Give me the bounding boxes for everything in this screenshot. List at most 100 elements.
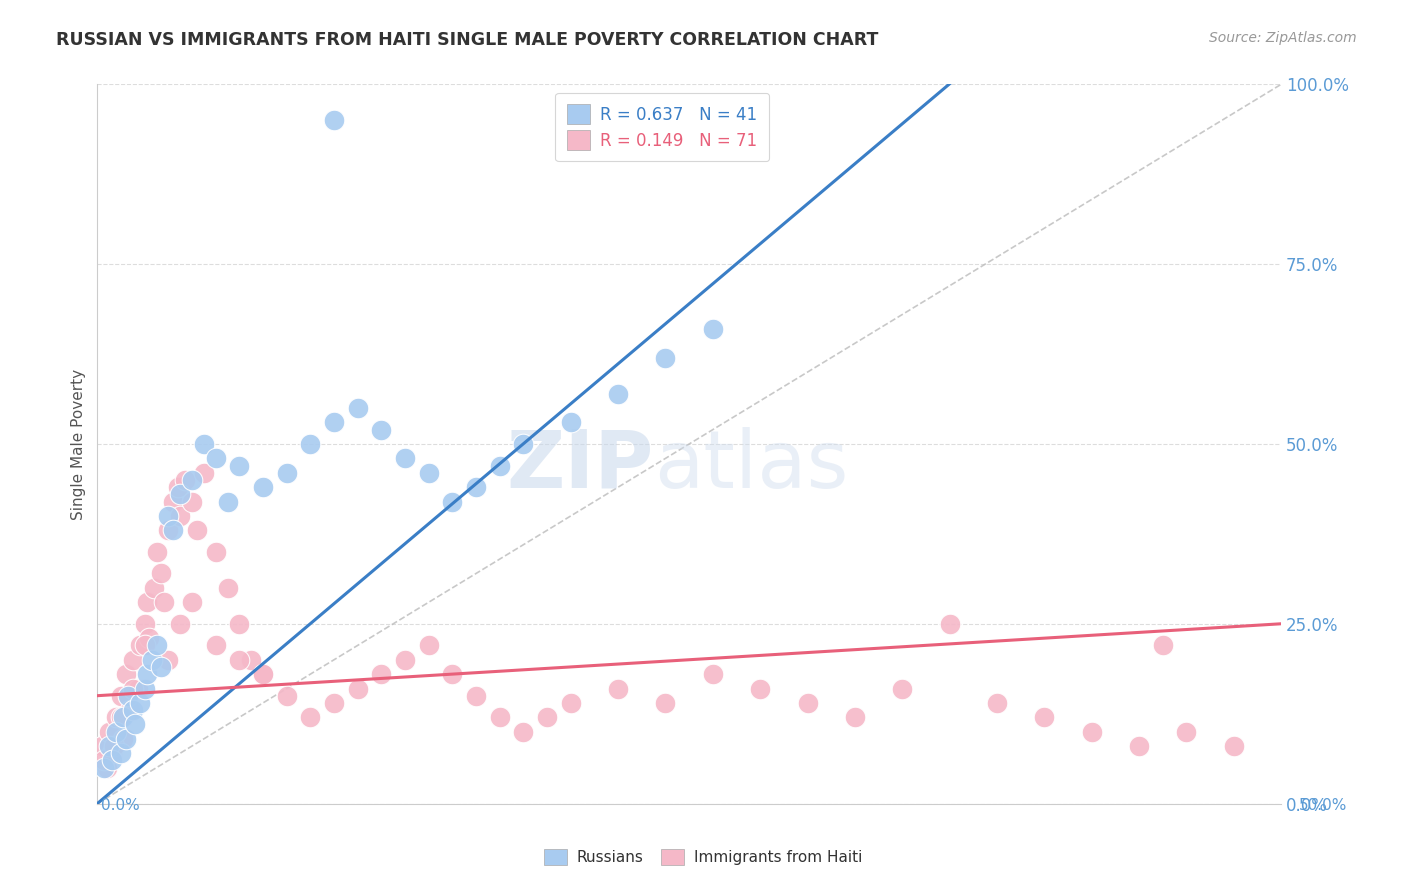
Point: [181, 473, 204, 487]
Point: [152, 595, 174, 609]
Point: [323, 416, 346, 430]
Point: [299, 437, 322, 451]
Point: [418, 466, 440, 480]
Point: [98, 739, 121, 753]
Point: [100, 746, 122, 760]
Point: [181, 595, 204, 609]
Point: [121, 653, 143, 667]
Point: [127, 681, 149, 696]
Point: [702, 322, 724, 336]
Point: [169, 487, 191, 501]
Point: [1128, 739, 1150, 753]
Point: [105, 724, 128, 739]
Point: [110, 710, 132, 724]
Point: [346, 681, 368, 696]
Point: [134, 616, 156, 631]
Point: [143, 581, 166, 595]
Point: [323, 696, 346, 710]
Point: [136, 667, 159, 681]
Point: [938, 616, 960, 631]
Point: [560, 696, 582, 710]
Point: [110, 689, 132, 703]
Text: ZIP: ZIP: [506, 426, 654, 505]
Point: [204, 451, 226, 466]
Point: [134, 681, 156, 696]
Legend: R = 0.637   N = 41, R = 0.149   N = 71: R = 0.637 N = 41, R = 0.149 N = 71: [555, 93, 769, 161]
Point: [1152, 638, 1174, 652]
Point: [204, 545, 226, 559]
Point: [162, 524, 184, 538]
Point: [276, 689, 298, 703]
Point: [512, 437, 534, 451]
Point: [488, 710, 510, 724]
Point: [346, 401, 368, 415]
Point: [141, 653, 163, 667]
Point: [157, 653, 180, 667]
Point: [112, 731, 135, 746]
Point: [1222, 739, 1244, 753]
Point: [1080, 724, 1102, 739]
Text: Source: ZipAtlas.com: Source: ZipAtlas.com: [1209, 31, 1357, 45]
Point: [136, 595, 159, 609]
Point: [138, 631, 160, 645]
Point: [702, 667, 724, 681]
Point: [112, 710, 135, 724]
Point: [276, 466, 298, 480]
Point: [441, 494, 464, 508]
Point: [607, 386, 630, 401]
Point: [150, 566, 173, 581]
Point: [93, 753, 115, 767]
Point: [1033, 710, 1056, 724]
Text: atlas: atlas: [654, 426, 848, 505]
Point: [193, 466, 215, 480]
Point: [93, 761, 115, 775]
Point: [986, 696, 1008, 710]
Point: [217, 581, 239, 595]
Point: [370, 423, 392, 437]
Point: [129, 638, 152, 652]
Point: [488, 458, 510, 473]
Point: [124, 717, 146, 731]
Point: [121, 681, 143, 696]
Point: [654, 351, 676, 365]
Point: [129, 696, 152, 710]
Point: [891, 681, 914, 696]
Point: [121, 703, 143, 717]
Point: [134, 638, 156, 652]
Point: [607, 681, 630, 696]
Point: [162, 494, 184, 508]
Point: [145, 545, 167, 559]
Point: [323, 113, 346, 128]
Point: [441, 667, 464, 681]
Point: [120, 703, 142, 717]
Point: [465, 689, 488, 703]
Point: [98, 724, 121, 739]
Point: [228, 458, 250, 473]
Point: [96, 761, 118, 775]
Legend: Russians, Immigrants from Haiti: Russians, Immigrants from Haiti: [538, 843, 868, 871]
Text: 50.0%: 50.0%: [1299, 798, 1347, 813]
Point: [114, 667, 136, 681]
Point: [103, 739, 125, 753]
Text: 0.0%: 0.0%: [101, 798, 141, 813]
Point: [181, 494, 204, 508]
Point: [654, 696, 676, 710]
Point: [91, 739, 114, 753]
Point: [1175, 724, 1198, 739]
Point: [512, 724, 534, 739]
Point: [228, 616, 250, 631]
Point: [157, 524, 180, 538]
Point: [252, 480, 274, 494]
Point: [370, 667, 392, 681]
Point: [465, 480, 488, 494]
Point: [117, 689, 139, 703]
Point: [394, 451, 416, 466]
Point: [228, 653, 250, 667]
Point: [394, 653, 416, 667]
Point: [157, 508, 180, 523]
Point: [418, 638, 440, 652]
Text: RUSSIAN VS IMMIGRANTS FROM HAITI SINGLE MALE POVERTY CORRELATION CHART: RUSSIAN VS IMMIGRANTS FROM HAITI SINGLE …: [56, 31, 879, 49]
Point: [105, 710, 128, 724]
Point: [110, 746, 132, 760]
Point: [240, 653, 263, 667]
